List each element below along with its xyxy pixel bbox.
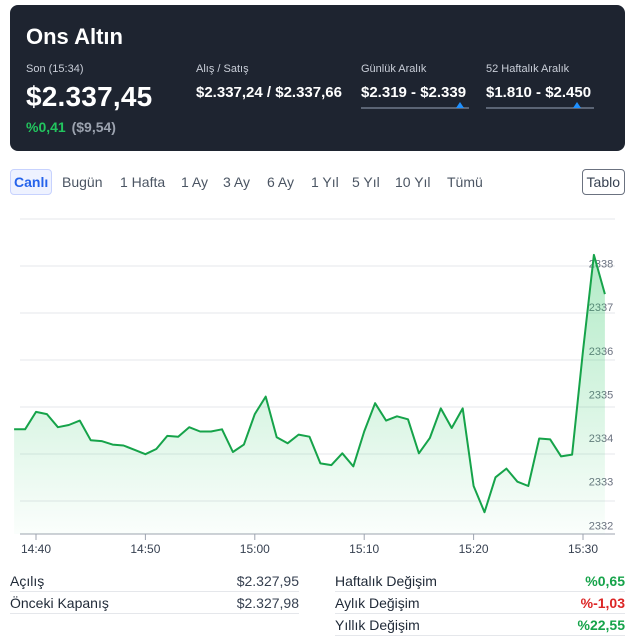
stat-row: Aylık Değişim %-1,03 bbox=[335, 592, 625, 614]
price-area bbox=[14, 254, 605, 534]
x-tick-label: 15:30 bbox=[568, 542, 598, 556]
tab-5[interactable]: 6 Ay bbox=[267, 174, 294, 190]
tab-4[interactable]: 3 Ay bbox=[223, 174, 250, 190]
stat-value: $2.327,98 bbox=[236, 595, 299, 611]
week52-range-label: 52 Haftalık Aralık bbox=[486, 63, 570, 75]
tab-2[interactable]: 1 Hafta bbox=[120, 174, 166, 190]
stat-label: Yıllık Değişim bbox=[335, 617, 420, 633]
change-percent: %0,41 bbox=[26, 119, 66, 135]
bid-ask-label: Alış / Satış bbox=[196, 63, 249, 75]
change-absolute: ($9,54) bbox=[71, 119, 116, 135]
last-price-label: Son (15:34) bbox=[26, 63, 84, 75]
x-tick-label: 15:00 bbox=[240, 542, 270, 556]
x-tick-label: 14:50 bbox=[130, 542, 160, 556]
week52-range-bar bbox=[486, 102, 594, 109]
tab-6[interactable]: 1 Yıl bbox=[311, 174, 339, 190]
bid-ask-stat: Alış / Satış $2.337,24 / $2.337,66 bbox=[196, 63, 342, 101]
table-view-button[interactable]: Tablo bbox=[581, 169, 625, 195]
stat-label: Açılış bbox=[10, 573, 45, 589]
stat-label: Aylık Değişim bbox=[335, 595, 420, 611]
quote-header: Ons Altın Son (15:34) $2.337,45 %0,41 ($… bbox=[10, 5, 625, 151]
tab-8[interactable]: 10 Yıl bbox=[395, 174, 431, 190]
daily-range-stat: Günlük Aralık $2.319 - $2.339 bbox=[361, 63, 469, 109]
instrument-title: Ons Altın bbox=[26, 24, 123, 49]
week52-range-marker-icon bbox=[572, 102, 581, 108]
week52-range-value: $1.810 - $2.450 bbox=[486, 84, 592, 101]
tab-1[interactable]: Bugün bbox=[62, 174, 103, 190]
bid-ask-value: $2.337,24 / $2.337,66 bbox=[196, 84, 342, 101]
x-tick-label: 14:40 bbox=[21, 542, 51, 556]
stat-row: Yıllık Değişim %22,55 bbox=[335, 614, 625, 636]
tab-0[interactable]: Canlı bbox=[10, 169, 53, 195]
stat-value: %22,55 bbox=[577, 617, 625, 633]
x-tick-label: 15:20 bbox=[459, 542, 489, 556]
stat-row: Açılış $2.327,95 bbox=[10, 570, 299, 592]
tab-7[interactable]: 5 Yıl bbox=[352, 174, 380, 190]
stat-value: %0,65 bbox=[585, 573, 625, 589]
daily-range-bar bbox=[361, 102, 469, 109]
stat-row: Haftalık Değişim %0,65 bbox=[335, 570, 625, 592]
daily-range-value: $2.319 - $2.339 bbox=[361, 84, 467, 101]
x-tick-label: 15:10 bbox=[349, 542, 379, 556]
stat-row: Önceki Kapanış $2.327,98 bbox=[10, 592, 299, 614]
week52-range-stat: 52 Haftalık Aralık $1.810 - $2.450 bbox=[486, 63, 594, 109]
daily-range-label: Günlük Aralık bbox=[361, 63, 427, 75]
tab-9[interactable]: Tümü bbox=[447, 174, 483, 190]
stat-label: Önceki Kapanış bbox=[10, 595, 109, 611]
price-change: %0,41 ($9,54) bbox=[26, 119, 116, 135]
last-price: $2.337,45 bbox=[26, 81, 153, 112]
stat-value: %-1,03 bbox=[580, 595, 625, 611]
stat-label: Haftalık Değişim bbox=[335, 573, 437, 589]
daily-range-marker-icon bbox=[456, 102, 465, 108]
price-line bbox=[14, 253, 606, 514]
price-chart: 233223332334233523362337233814:4014:5015… bbox=[14, 218, 615, 556]
tab-3[interactable]: 1 Ay bbox=[181, 174, 208, 190]
period-tabs: Tablo Canlı Bugün 1 Hafta 1 Ay 3 Ay 6 Ay 1 Yıl… bbox=[10, 169, 625, 195]
stat-value: $2.327,95 bbox=[236, 573, 299, 589]
